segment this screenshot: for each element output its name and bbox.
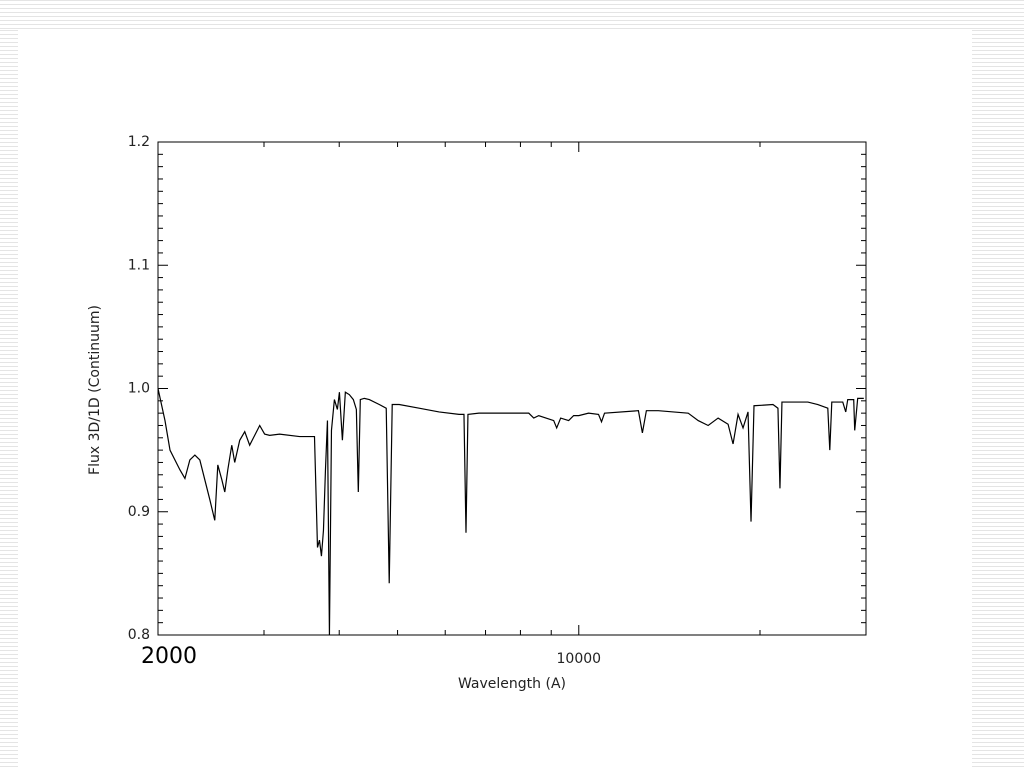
y-axis-label: Flux 3D/1D (Continuum) [87,305,103,475]
decor-stripes [0,0,1024,30]
spectrum-line [158,388,864,635]
x-axis-label: Wavelength (A) [458,676,566,692]
decor-stripes [0,30,18,768]
y-tick-label: 1.1 [128,257,150,273]
plot-frame [157,141,867,636]
decor-stripes [972,30,1024,768]
x-tick-label: 10000 [557,651,602,667]
y-tick-label: 0.9 [128,504,150,520]
x-tick-label: 2000 [141,644,197,669]
y-tick-label: 1.0 [128,381,150,397]
y-tick-label: 1.2 [128,134,150,150]
y-tick-label: 0.8 [128,627,150,643]
